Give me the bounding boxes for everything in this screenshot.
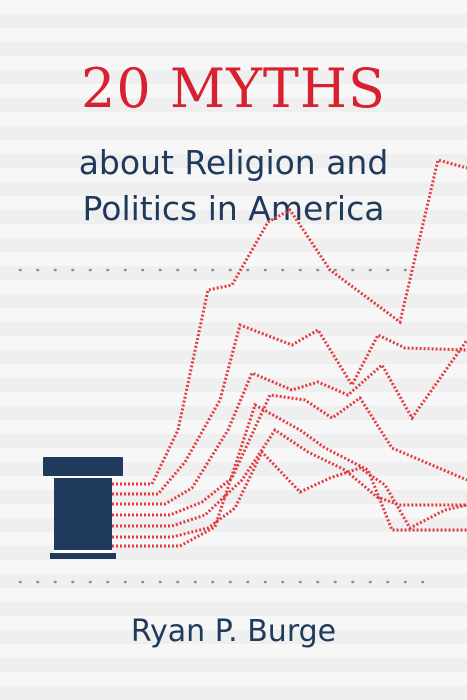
trend-line — [112, 402, 467, 548]
subtitle-line-2: Politics in America — [82, 189, 385, 228]
trend-line — [112, 449, 467, 539]
book-subtitle: about Religion and Politics in America — [0, 140, 467, 232]
trend-line — [112, 158, 467, 486]
book-title: 20 MYTHS — [81, 57, 386, 120]
author-name: Ryan P. Burge — [130, 614, 337, 649]
trend-line — [112, 323, 467, 496]
trend-line — [112, 339, 467, 506]
subtitle-line-1: about Religion and — [78, 143, 389, 182]
trend-line — [112, 427, 467, 528]
podium-icon — [43, 457, 123, 559]
